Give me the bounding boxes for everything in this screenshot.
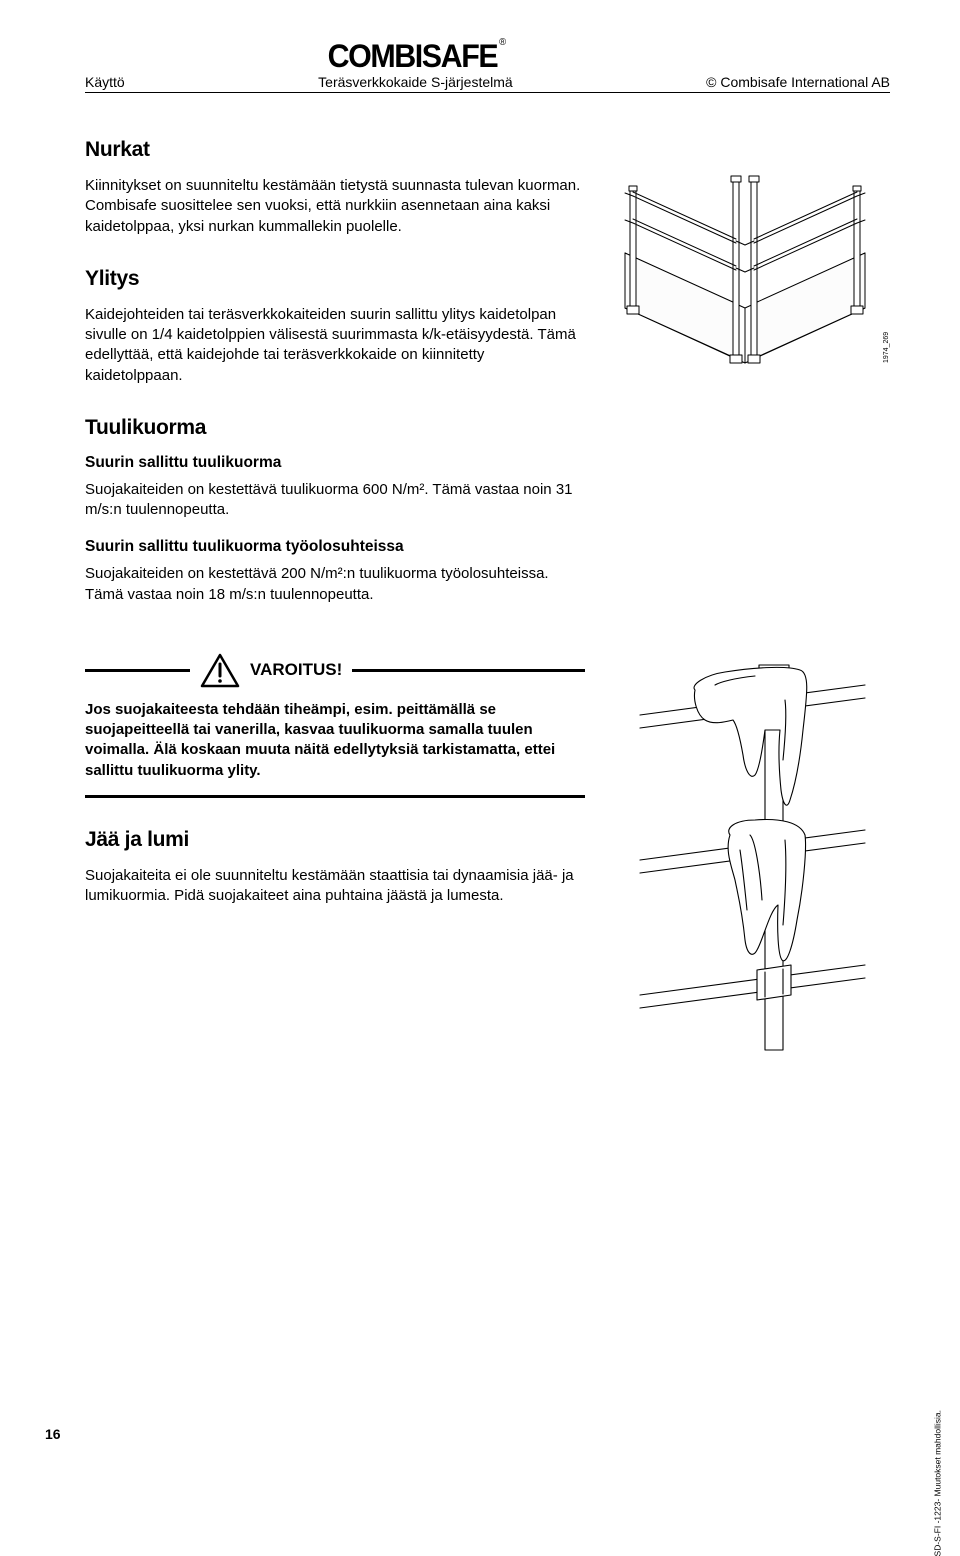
warning-rule-left — [85, 669, 190, 672]
figure-corner-col: 1974_269 — [615, 138, 875, 416]
row-nurkat-ylitys: Nurkat Kiinnitykset on suunniteltu kestä… — [85, 138, 890, 416]
header-center: COMBISAFE® Teräsverkkokaide S-järjestelm… — [125, 40, 706, 90]
heading-tuulikuorma: Tuulikuorma — [85, 416, 585, 440]
figure-corner-id: 1974_269 — [883, 332, 890, 363]
subheading-max-wind: Suurin sallittu tuulikuorma — [85, 454, 585, 472]
page-header: Käyttö COMBISAFE® Teräsverkkokaide S-jär… — [85, 40, 890, 93]
warning-block: VAROITUS! Jos suojakaiteesta tehdään tih… — [85, 653, 585, 798]
page-number: 16 — [45, 1426, 61, 1442]
warning-rule-right — [352, 669, 585, 672]
section-tuulikuorma: Tuulikuorma Suurin sallittu tuulikuorma … — [85, 416, 585, 605]
warning-body: Jos suojakaiteesta tehdään tiheämpi, esi… — [85, 700, 585, 781]
body-working-wind: Suojakaiteiden on kestettävä 200 N/m²:n … — [85, 564, 585, 605]
ice-guardrail-figure — [635, 640, 875, 1060]
header-left: Käyttö — [85, 74, 125, 90]
warning-label: VAROITUS! — [250, 660, 342, 680]
side-document-id: SD-S-FI -1223- Muutokset mahdollisia. — [932, 1410, 942, 1556]
header-right: © Combisafe International AB — [706, 74, 890, 90]
corner-guardrail-figure — [615, 148, 875, 373]
registered-mark: ® — [499, 37, 505, 48]
heading-ylitys: Ylitys — [85, 267, 585, 291]
body-max-wind: Suojakaiteiden on kestettävä tuulikuorma… — [85, 480, 585, 521]
subheading-working-wind: Suurin sallittu tuulikuorma työolosuhtei… — [85, 538, 585, 556]
heading-jaa-lumi: Jää ja lumi — [85, 828, 585, 852]
logo-text: COMBISAFE — [328, 38, 498, 74]
section-nurkat: Nurkat Kiinnitykset on suunniteltu kestä… — [85, 138, 585, 237]
row-warning: VAROITUS! Jos suojakaiteesta tehdään tih… — [85, 635, 890, 1060]
body-ylitys: Kaidejohteiden tai teräsverkkokaiteiden … — [85, 305, 585, 386]
warning-triangle-icon — [200, 653, 240, 688]
warning-rule-bottom — [85, 795, 585, 798]
section-ylitys: Ylitys Kaidejohteiden tai teräsverkkokai… — [85, 267, 585, 386]
warning-header-row: VAROITUS! — [85, 653, 585, 688]
text-column-1: Nurkat Kiinnitykset on suunniteltu kestä… — [85, 138, 585, 416]
warning-column: VAROITUS! Jos suojakaiteesta tehdään tih… — [85, 635, 585, 1060]
body-nurkat: Kiinnitykset on suunniteltu kestämään ti… — [85, 176, 585, 237]
section-jaa-lumi: Jää ja lumi Suojakaiteita ei ole suunnit… — [85, 828, 585, 907]
heading-nurkat: Nurkat — [85, 138, 585, 162]
brand-logo: COMBISAFE® — [328, 40, 503, 72]
figure-ice-col — [615, 635, 875, 1060]
body-jaa-lumi: Suojakaiteita ei ole suunniteltu kestämä… — [85, 866, 585, 907]
header-subtitle: Teräsverkkokaide S-järjestelmä — [125, 74, 706, 90]
